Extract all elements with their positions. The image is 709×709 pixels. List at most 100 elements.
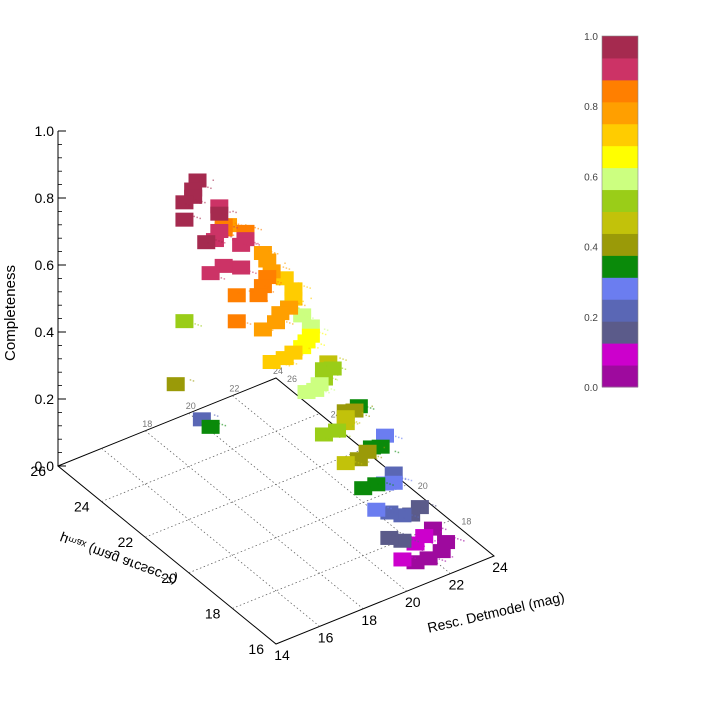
- data-speck: [235, 211, 237, 214]
- data-speck: [306, 315, 308, 317]
- data-speck: [255, 243, 257, 245]
- data-speck: [218, 422, 221, 425]
- data-speck: [304, 304, 306, 307]
- data-speck: [322, 380, 325, 382]
- data-speck: [323, 344, 326, 346]
- data-point: [314, 427, 333, 442]
- data-speck: [289, 274, 292, 276]
- colorbar-segment: [602, 343, 638, 366]
- data-speck: [237, 292, 240, 294]
- data-speck: [268, 328, 271, 330]
- data-speck: [338, 366, 341, 368]
- data-speck: [365, 414, 367, 417]
- colorbar-segment: [602, 255, 638, 278]
- data-speck: [243, 243, 245, 246]
- floor-gridline-x: [232, 395, 451, 574]
- floor-gridline-x: [188, 412, 408, 592]
- data-speck: [434, 505, 437, 507]
- data-speck: [227, 235, 229, 237]
- data-point: [232, 260, 251, 275]
- z-tick-label: 0.4: [35, 324, 55, 340]
- data-speck: [199, 217, 201, 220]
- data-speck: [355, 413, 358, 415]
- data-speck: [366, 406, 369, 408]
- data-speck: [276, 253, 279, 255]
- data-speck: [318, 331, 321, 334]
- data-speck: [441, 527, 444, 530]
- data-point: [166, 377, 185, 392]
- data-speck: [346, 434, 348, 437]
- data-speck: [210, 187, 212, 190]
- data-speck: [249, 270, 251, 273]
- back-y-tick-label: 18: [461, 516, 471, 526]
- data-speck: [301, 303, 303, 306]
- data-speck: [429, 559, 432, 561]
- colorbar-segment: [602, 79, 638, 103]
- data-speck: [195, 198, 197, 201]
- data-speck: [322, 390, 325, 392]
- colorbar-segment: [602, 57, 638, 81]
- data-point: [376, 428, 394, 443]
- data-speck: [196, 201, 198, 203]
- data-speck: [274, 280, 276, 282]
- data-speck: [246, 269, 248, 272]
- data-speck: [223, 278, 226, 280]
- y-tick-label: 18: [205, 605, 221, 621]
- data-speck: [401, 437, 403, 440]
- colorbar-segment: [602, 145, 638, 169]
- data-speck: [308, 344, 310, 346]
- data-speck: [224, 424, 227, 427]
- data-speck: [321, 332, 324, 335]
- data-speck: [266, 300, 269, 302]
- colorbar-segment: [602, 123, 638, 147]
- data-speck: [216, 415, 219, 417]
- data-speck: [286, 273, 289, 275]
- data-speck: [383, 449, 386, 451]
- floor-gridline-x: [144, 430, 364, 610]
- data-speck: [408, 555, 410, 557]
- data-speck: [212, 179, 215, 181]
- data-speck: [338, 426, 340, 429]
- data-speck: [249, 241, 251, 243]
- data-speck: [271, 329, 274, 331]
- data-speck: [317, 347, 319, 349]
- data-speck: [246, 229, 248, 232]
- data-speck: [248, 290, 251, 292]
- data-speck: [201, 184, 203, 187]
- z-tick-label: 0.8: [35, 190, 55, 206]
- data-speck: [460, 539, 462, 541]
- x-tick-label: 18: [361, 612, 377, 628]
- data-speck: [300, 284, 302, 286]
- colorbar-segment: [602, 189, 638, 212]
- data-speck: [298, 307, 300, 309]
- data-speck: [448, 555, 451, 557]
- data-speck: [299, 299, 301, 302]
- y-tick-label: 22: [118, 534, 134, 550]
- data-speck: [341, 367, 344, 369]
- colorbar-tick-label: 0.2: [584, 313, 598, 324]
- data-speck: [420, 544, 423, 547]
- data-speck: [418, 561, 421, 563]
- data-speck: [240, 270, 243, 273]
- data-speck: [366, 485, 368, 487]
- data-speck: [186, 326, 188, 328]
- data-speck: [198, 199, 200, 202]
- y-tick-label: 20: [161, 570, 177, 586]
- data-speck: [201, 181, 204, 183]
- data-speck: [347, 413, 350, 415]
- data-speck: [194, 323, 196, 325]
- data-speck: [325, 365, 328, 367]
- data-speck: [423, 545, 426, 548]
- data-speck: [426, 532, 428, 534]
- data-speck: [442, 553, 445, 555]
- data-speck: [263, 299, 266, 301]
- back-x-tick-label: 22: [229, 384, 239, 394]
- data-speck: [395, 488, 397, 491]
- data-speck: [204, 201, 206, 204]
- floor-gridline-y: [145, 448, 364, 538]
- data-speck: [396, 480, 399, 483]
- data-speck: [270, 263, 272, 266]
- data-speck: [232, 210, 234, 213]
- data-point: [253, 322, 272, 337]
- data-speck: [298, 302, 300, 305]
